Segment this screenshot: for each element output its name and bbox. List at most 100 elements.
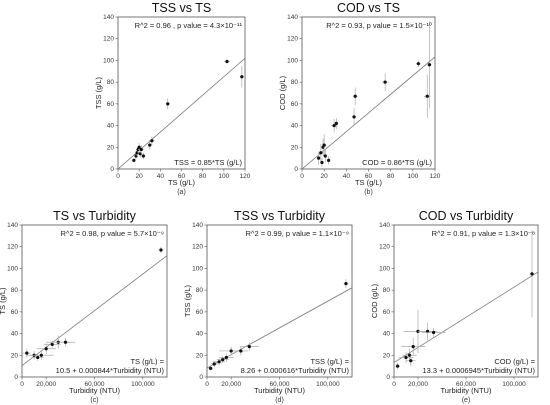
data-point xyxy=(427,63,432,67)
x-axis-label: Turbidity (NTU) xyxy=(254,386,305,395)
data-point xyxy=(159,248,163,252)
y-tick-label: 40 xyxy=(107,123,115,130)
data-point xyxy=(334,121,338,125)
chart-title: TSS vs Turbidity xyxy=(234,209,326,223)
data-point xyxy=(396,364,400,368)
y-tick-label: 60 xyxy=(107,101,115,108)
y-tick-label: 80 xyxy=(196,287,204,294)
x-tick-label: 100,000 xyxy=(316,381,340,388)
chart-title: COD vs Turbidity xyxy=(419,209,514,223)
data-point xyxy=(322,143,326,147)
x-axis-label: TS (g/L) xyxy=(355,178,383,187)
x-tick-label: 0 xyxy=(392,381,396,388)
data-point xyxy=(132,158,136,162)
y-tick-label: 100 xyxy=(379,265,390,272)
y-axis-label: COD (g/L) xyxy=(278,75,287,110)
x-axis-label: Turbidity (NTU) xyxy=(69,386,120,395)
marks-layer xyxy=(207,279,352,371)
data-point xyxy=(319,151,323,155)
data-point xyxy=(44,347,48,351)
data-point xyxy=(352,115,356,119)
x-tick-label: 20,000 xyxy=(36,381,56,388)
x-tick-label: 60 xyxy=(365,173,373,180)
y-tick-label: 40 xyxy=(11,331,19,338)
chart-title: TSS vs TS xyxy=(152,1,212,15)
y-tick-label: 140 xyxy=(103,14,114,21)
panel-caption: (b) xyxy=(364,189,373,196)
y-tick-label: 80 xyxy=(291,79,299,86)
data-point xyxy=(353,94,357,98)
x-tick-label: 0 xyxy=(20,381,24,388)
stats-annotation: R^2 = 0.91, p value = 1.3×10⁻⁸ xyxy=(432,229,535,238)
y-axis-label: TS (g/L) xyxy=(0,287,7,315)
x-tick-label: 80 xyxy=(199,173,207,180)
x-tick-label: 80 xyxy=(387,173,395,180)
y-tick-label: 40 xyxy=(291,123,299,130)
y-axis-label: TSS (g/L) xyxy=(183,284,192,317)
stats-annotation: R^2 = 0.93, p value = 1.5×10⁻¹⁰ xyxy=(326,21,432,30)
data-point xyxy=(411,345,415,349)
data-point xyxy=(166,102,170,106)
equation-annotation: 8.26 + 0.000616*Turbidity (NTU) xyxy=(241,366,350,375)
data-point xyxy=(36,355,40,360)
panel-caption: (a) xyxy=(177,189,186,196)
data-point xyxy=(150,139,154,143)
data-point xyxy=(39,353,43,357)
plot-frame xyxy=(117,16,246,170)
x-tick-label: 60,000 xyxy=(456,381,476,388)
data-point xyxy=(50,342,54,347)
data-point xyxy=(25,351,29,355)
data-point xyxy=(212,362,216,366)
stats-annotation: R^2 = 0.99, p value = 1.1×10⁻⁹ xyxy=(246,229,349,238)
y-tick-label: 140 xyxy=(192,222,203,229)
marks-layer xyxy=(22,246,167,366)
panel-caption: (c) xyxy=(90,397,98,404)
data-point xyxy=(148,143,152,147)
x-tick-label: 120 xyxy=(240,173,251,180)
stats-annotation: R^2 = 0.98, p value = 5.7×10⁻⁹ xyxy=(61,229,164,238)
data-point xyxy=(247,345,251,349)
data-point xyxy=(404,355,408,360)
y-tick-label: 80 xyxy=(107,79,115,86)
x-tick-label: 20,000 xyxy=(221,381,241,388)
y-tick-label: 140 xyxy=(379,222,390,229)
y-tick-label: 120 xyxy=(379,244,390,251)
x-axis-label: Turbidity (NTU) xyxy=(441,386,492,395)
x-tick-label: 100,000 xyxy=(502,381,526,388)
equation-annotation: TSS (g/L) = xyxy=(310,357,349,366)
chart-title: COD vs TS xyxy=(337,1,400,15)
x-tick-label: 60 xyxy=(178,173,186,180)
x-tick-label: 120 xyxy=(430,173,441,180)
y-tick-label: 100 xyxy=(192,265,203,272)
x-tick-label: 100 xyxy=(218,173,229,180)
y-tick-label: 120 xyxy=(7,244,18,251)
y-tick-label: 20 xyxy=(383,352,391,359)
y-tick-label: 80 xyxy=(383,287,391,294)
y-tick-label: 0 xyxy=(14,374,18,381)
y-tick-label: 20 xyxy=(107,144,115,151)
y-tick-label: 0 xyxy=(110,166,114,173)
panel-caption: (e) xyxy=(462,397,471,404)
data-point xyxy=(139,147,143,152)
y-tick-label: 20 xyxy=(196,352,204,359)
data-point xyxy=(327,158,331,162)
data-point xyxy=(425,94,429,98)
data-point xyxy=(409,359,413,363)
data-point xyxy=(229,349,233,353)
data-point xyxy=(224,355,228,360)
x-tick-label: 40 xyxy=(157,173,165,180)
equation-annotation: COD = 0.86*TS (g/L) xyxy=(362,158,432,167)
y-tick-label: 100 xyxy=(103,57,114,64)
data-point xyxy=(383,80,387,84)
x-tick-label: 0 xyxy=(116,173,120,180)
x-tick-label: 60,000 xyxy=(270,381,290,388)
y-tick-label: 0 xyxy=(386,374,390,381)
data-point xyxy=(225,59,229,64)
chart-panel-e: COD vs Turbidity 0 20 40 60 80 100 120 140 0 20,00… xyxy=(370,209,539,404)
y-tick-label: 20 xyxy=(291,144,299,151)
y-tick-label: 0 xyxy=(199,374,203,381)
y-tick-label: 60 xyxy=(291,101,299,108)
data-point xyxy=(137,145,141,149)
equation-annotation: TS (g/L) = xyxy=(130,357,164,366)
